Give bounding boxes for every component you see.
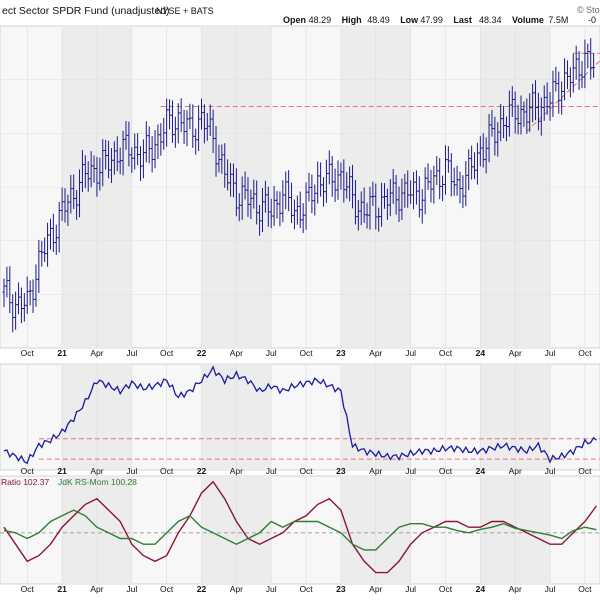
x-tick-label: Jul — [545, 348, 556, 358]
x-tick-label: Oct — [299, 348, 313, 358]
x-tick-label: Oct — [439, 466, 453, 476]
ohlc-label: Volume — [512, 15, 544, 25]
ohlc-value: 7.5M — [548, 15, 568, 25]
x-tick-label: Apr — [369, 348, 382, 358]
fund-name: ect Sector SPDR Fund (unadjusted) — [2, 5, 170, 17]
change-fragment: -0 — [588, 15, 596, 25]
x-tick-label: Oct — [299, 466, 313, 476]
x-tick-label: 21 — [57, 584, 67, 594]
x-tick-label: Apr — [230, 584, 243, 594]
x-tick-label: Apr — [230, 466, 243, 476]
x-tick-label: Jul — [126, 466, 137, 476]
x-tick-label: 24 — [476, 584, 486, 594]
x-tick-label: Apr — [369, 584, 382, 594]
legend-mom: JdK RS-Mom 100.28 — [58, 477, 137, 487]
ohlc-label: Low — [400, 15, 419, 25]
x-tick-label: Apr — [90, 584, 103, 594]
x-tick-label: 22 — [197, 584, 207, 594]
x-tick-label: Oct — [299, 584, 313, 594]
x-tick-label: 21 — [57, 348, 67, 358]
x-tick-label: Apr — [509, 584, 522, 594]
ohlc-value: 47.99 — [420, 15, 443, 25]
x-tick-label: 24 — [476, 348, 486, 358]
x-tick-label: Jul — [266, 348, 277, 358]
x-tick-label: Oct — [21, 466, 35, 476]
legend-ratio: Ratio 102.37 — [1, 477, 49, 487]
x-tick-label: Apr — [369, 466, 382, 476]
x-tick-label: Jul — [266, 584, 277, 594]
x-tick-label: 22 — [197, 348, 207, 358]
x-tick-label: Jul — [545, 584, 556, 594]
x-tick-label: Jul — [126, 348, 137, 358]
x-tick-label: Jul — [405, 466, 416, 476]
x-tick-label: 23 — [336, 466, 346, 476]
ohlc-label: Last — [453, 15, 472, 25]
ohlc-label: High — [342, 15, 362, 25]
ohlc-value: 48.34 — [479, 15, 502, 25]
x-tick-label: 21 — [57, 466, 67, 476]
x-tick-label: Jul — [126, 584, 137, 594]
x-tick-label: Jul — [405, 348, 416, 358]
ohlc-label: Open — [283, 15, 306, 25]
x-tick-label: Oct — [439, 584, 453, 594]
x-tick-label: Jul — [405, 584, 416, 594]
x-tick-label: 22 — [197, 466, 207, 476]
x-tick-label: Oct — [578, 466, 592, 476]
x-tick-label: 23 — [336, 348, 346, 358]
x-tick-label: Oct — [439, 348, 453, 358]
x-tick-label: Oct — [160, 584, 174, 594]
x-tick-label: Oct — [578, 584, 592, 594]
x-tick-label: Oct — [578, 348, 592, 358]
ohlc-value: 48.29 — [309, 15, 332, 25]
panel-backgrounds — [0, 26, 600, 584]
x-tick-label: Apr — [509, 466, 522, 476]
x-tick-label: 23 — [336, 584, 346, 594]
x-tick-label: 24 — [476, 466, 486, 476]
x-tick-label: Oct — [21, 348, 35, 358]
x-tick-label: Jul — [266, 466, 277, 476]
ohlc-value: 48.49 — [367, 15, 390, 25]
x-tick-label: Jul — [545, 466, 556, 476]
x-tick-label: Oct — [160, 466, 174, 476]
x-tick-label: Apr — [90, 466, 103, 476]
x-tick-label: Oct — [160, 348, 174, 358]
x-tick-label: Apr — [509, 348, 522, 358]
x-tick-label: Oct — [21, 584, 35, 594]
x-tick-label: Apr — [90, 348, 103, 358]
x-tick-label: Apr — [230, 348, 243, 358]
exchange-label: NYSE + BATS — [156, 6, 214, 16]
watermark: © Sto — [577, 5, 600, 15]
